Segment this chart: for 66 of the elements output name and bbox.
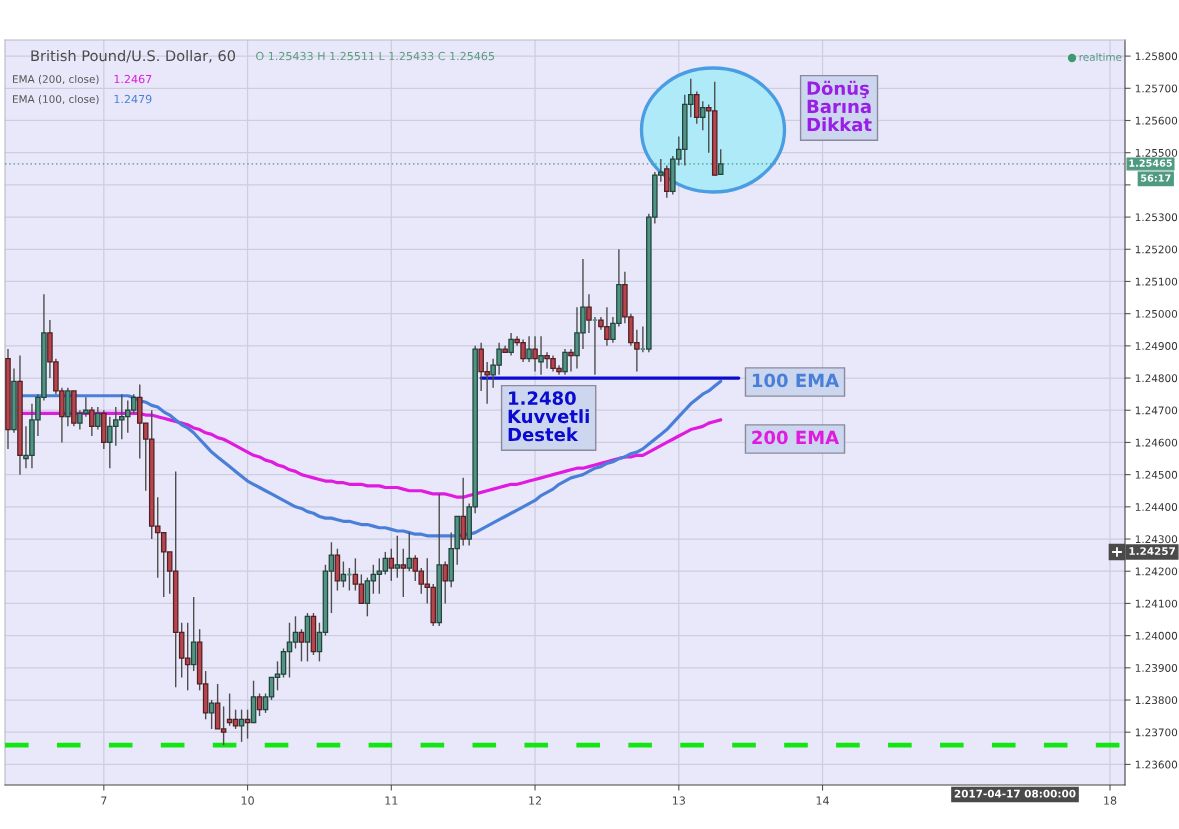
y-tick-label: 1.24300: [1135, 535, 1178, 544]
candlestick: [532, 335, 538, 373]
y-tick-label: 1.24500: [1135, 470, 1178, 479]
x-tick-label: 7: [101, 796, 107, 805]
text: British Pound/U.S. Dollar, 60: [31, 49, 236, 63]
y-tick-label: 1.25500: [1135, 148, 1178, 157]
candlestick: [664, 164, 670, 199]
candlestick: [508, 332, 514, 357]
candlestick: [586, 293, 592, 334]
annotation: 1.2479: [114, 94, 152, 104]
y-tick-label: 1.24600: [1135, 438, 1178, 447]
y-tick-label: 1.25800: [1135, 52, 1178, 61]
x-tick-label: 11: [385, 796, 398, 805]
x-tick-label: 14: [816, 796, 829, 805]
series-label: 100 EMA: [752, 373, 840, 388]
annotation: realtime: [1079, 52, 1122, 62]
y-tick-label: 1.23700: [1135, 728, 1178, 737]
candlestick: [394, 535, 401, 579]
x-tick-label: 12: [529, 796, 542, 805]
y-tick-label: 1.24800: [1135, 374, 1178, 383]
y-tick-label: 1.23900: [1135, 664, 1178, 672]
y-tick-label: 1.25200: [1135, 245, 1178, 254]
candlestick: [208, 699, 215, 730]
annotation: Dönüş Barına Dikkat: [807, 80, 872, 132]
candlestick: [256, 692, 263, 717]
text: O 1.25433 H 1.25511 L 1.25433 C 1.25465: [256, 51, 495, 61]
ref-line-label: 1.25465: [1129, 159, 1172, 167]
candlestick: [95, 406, 101, 431]
x-tick-label: 10: [241, 796, 254, 805]
candlestick: [406, 531, 413, 572]
candlestick: [190, 596, 197, 672]
candlestick: [298, 628, 305, 663]
candlestick: [538, 335, 544, 376]
annotation: 1.2480 Kuvvetli Destek: [508, 391, 589, 442]
candlestick: [388, 547, 395, 582]
text: 2017-04-17 08:00:00: [954, 789, 1076, 798]
candlestick: [568, 348, 574, 373]
y-tick-label: 1.23600: [1135, 760, 1178, 769]
annotation: EMA (100, close): [13, 94, 99, 105]
candlestick: [460, 477, 466, 547]
candlestick: [526, 335, 532, 363]
series-label: 200 EMA: [752, 430, 840, 445]
y-tick-label: 1.24900: [1135, 342, 1178, 350]
y-tick-label: 1.24400: [1135, 503, 1178, 511]
candlestick: [562, 348, 568, 376]
y-tick-label: 1.24100: [1135, 599, 1178, 608]
y-tick-label: 1.24700: [1135, 406, 1178, 415]
y-tick-label: 1.25000: [1135, 309, 1178, 318]
y-tick-label: 1.25600: [1135, 116, 1178, 125]
text: 56:17: [1141, 174, 1171, 182]
annotation: 1.2467: [114, 74, 152, 84]
annotation: EMA (200, close): [13, 74, 99, 85]
candlestick: [693, 90, 700, 125]
y-tick-label: 1.24000: [1135, 631, 1178, 640]
candlestick: [699, 100, 706, 131]
y-tick-label: 1.23800: [1135, 696, 1178, 705]
candlestick: [400, 547, 407, 598]
x-tick-label: 13: [672, 796, 685, 805]
y-tick-label: 1.25300: [1135, 213, 1178, 222]
candlestick: [89, 406, 95, 437]
y-tick-label: 1.25100: [1135, 277, 1178, 286]
x-tick-label: 18: [1104, 796, 1117, 805]
candlestick: [442, 560, 448, 605]
y-tick-label: 1.25700: [1135, 84, 1178, 93]
text: 1.24257: [1129, 547, 1175, 556]
y-tick-label: 1.24200: [1135, 567, 1178, 576]
